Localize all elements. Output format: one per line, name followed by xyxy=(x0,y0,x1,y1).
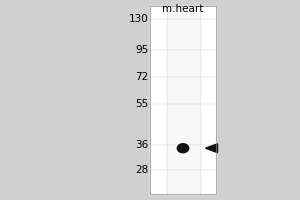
Polygon shape xyxy=(206,144,218,153)
Ellipse shape xyxy=(177,144,189,153)
Text: 95: 95 xyxy=(135,45,148,55)
Text: 130: 130 xyxy=(129,14,148,24)
Text: 72: 72 xyxy=(135,72,148,82)
Bar xyxy=(150,6,216,194)
Bar xyxy=(150,6,216,194)
Text: 28: 28 xyxy=(135,165,148,175)
Bar xyxy=(167,6,200,194)
Text: 55: 55 xyxy=(135,99,148,109)
Text: m.heart: m.heart xyxy=(162,4,204,14)
Text: 36: 36 xyxy=(135,140,148,150)
